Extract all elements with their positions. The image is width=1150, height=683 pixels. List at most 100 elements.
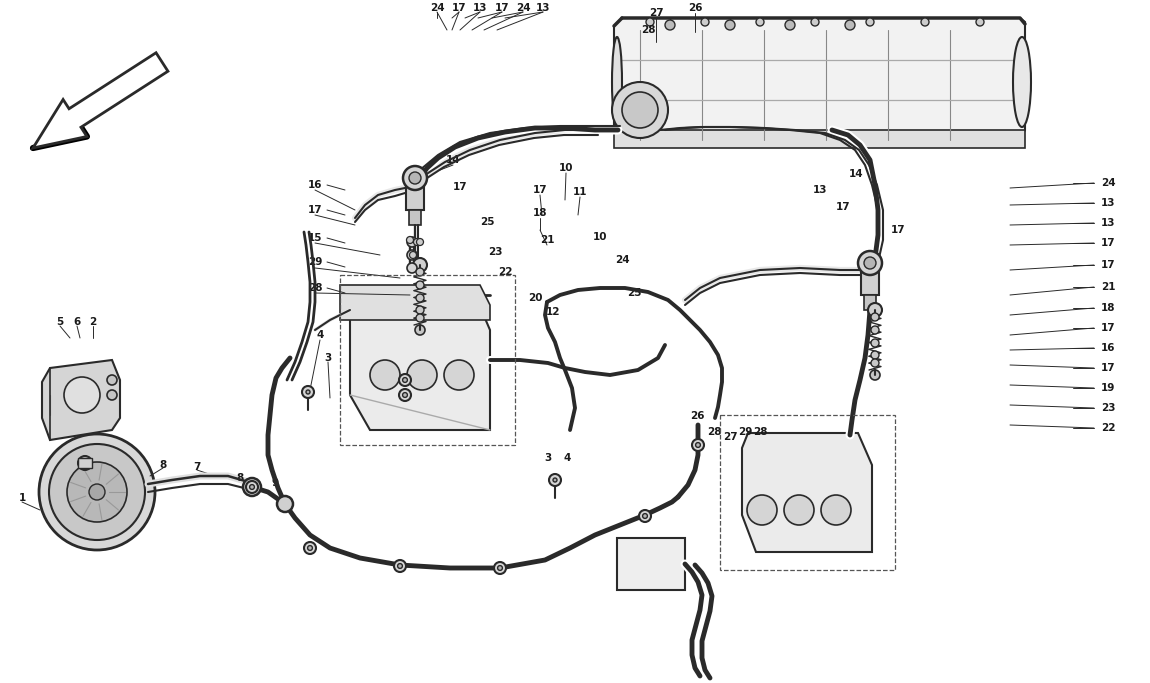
Text: 21: 21 [1101,282,1116,292]
Circle shape [868,303,882,317]
Text: 3: 3 [544,453,552,463]
Polygon shape [861,263,879,295]
Text: 21: 21 [539,235,554,245]
Text: 4: 4 [316,330,323,340]
Circle shape [864,257,876,269]
Circle shape [748,495,777,525]
Text: 18: 18 [532,208,547,218]
Circle shape [78,456,92,470]
Circle shape [692,439,704,451]
Circle shape [549,474,561,486]
Text: 29: 29 [738,427,752,437]
Text: 23: 23 [488,247,503,257]
Text: 8: 8 [160,460,167,470]
Polygon shape [614,18,1025,145]
Text: 28: 28 [641,25,656,35]
Circle shape [444,360,474,390]
Circle shape [639,510,651,522]
Text: 17: 17 [1101,238,1116,248]
Text: 14: 14 [849,169,864,179]
Polygon shape [43,360,120,440]
Text: 4: 4 [564,453,570,463]
Circle shape [407,360,437,390]
Text: 15: 15 [308,233,322,243]
Circle shape [646,18,654,26]
Polygon shape [78,458,92,468]
Text: 13: 13 [536,3,550,13]
Circle shape [845,20,854,30]
Text: 17: 17 [532,185,547,195]
Circle shape [921,18,929,26]
Text: 9: 9 [271,478,278,488]
Circle shape [612,82,668,138]
Circle shape [413,258,427,272]
Text: 25: 25 [480,217,494,227]
Text: 24: 24 [615,255,629,265]
Text: 26: 26 [688,3,703,13]
Circle shape [370,360,400,390]
Text: 17: 17 [891,225,905,235]
Circle shape [302,386,314,398]
Circle shape [406,236,414,244]
Text: 7: 7 [193,462,201,472]
Text: 5: 5 [56,317,63,327]
Text: 29: 29 [308,257,322,267]
Text: 20: 20 [528,293,543,303]
Circle shape [784,495,814,525]
Text: 17: 17 [452,3,466,13]
Text: 17: 17 [453,182,467,192]
Polygon shape [742,433,872,552]
Text: 1: 1 [18,493,25,503]
Polygon shape [614,130,1025,148]
Circle shape [246,481,258,493]
Text: 17: 17 [1101,323,1116,333]
Text: 27: 27 [649,8,664,18]
Text: 17: 17 [494,3,509,13]
Circle shape [643,514,647,518]
Circle shape [407,237,417,247]
Circle shape [89,484,105,500]
Circle shape [277,496,293,512]
Circle shape [702,18,710,26]
Text: 22: 22 [498,267,512,277]
Ellipse shape [612,37,622,127]
Polygon shape [33,53,168,148]
Circle shape [416,281,424,289]
Circle shape [696,443,700,447]
Circle shape [871,339,879,347]
Circle shape [250,485,254,490]
Bar [340,275,515,445]
Circle shape [67,462,126,522]
Circle shape [304,542,316,554]
Text: 25: 25 [627,288,642,298]
Text: 17: 17 [1101,363,1116,373]
Circle shape [416,268,424,276]
Circle shape [243,478,261,496]
Text: 8: 8 [237,473,244,483]
Text: 24: 24 [515,3,530,13]
Text: 22: 22 [1101,423,1116,433]
Circle shape [414,238,421,245]
Circle shape [407,263,417,273]
Circle shape [871,313,879,321]
Ellipse shape [1013,37,1032,127]
Text: 17: 17 [308,205,322,215]
Text: 18: 18 [1101,303,1116,313]
Circle shape [402,166,427,190]
Circle shape [871,370,880,380]
Polygon shape [406,178,424,210]
Text: 16: 16 [1101,343,1116,353]
Polygon shape [409,210,421,225]
Circle shape [976,18,984,26]
Circle shape [399,374,411,386]
Circle shape [871,351,879,359]
Circle shape [402,378,407,382]
Text: 19: 19 [1101,383,1116,393]
Text: 13: 13 [813,185,827,195]
Circle shape [498,566,503,570]
Circle shape [407,250,417,260]
Circle shape [858,251,882,275]
Text: 24: 24 [430,3,444,13]
Text: 28: 28 [707,427,721,437]
Polygon shape [350,295,490,430]
